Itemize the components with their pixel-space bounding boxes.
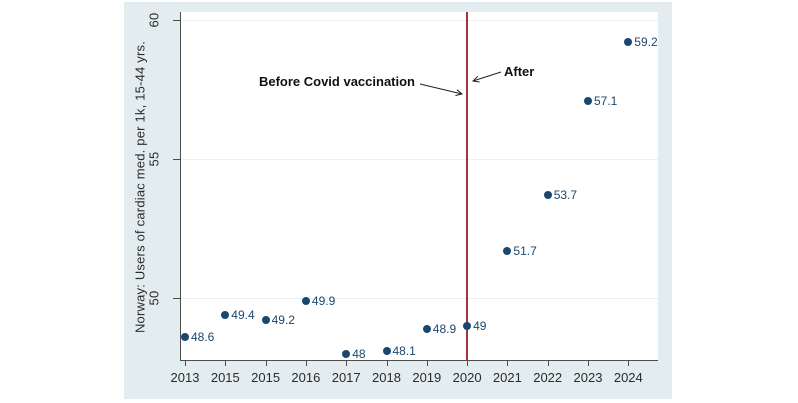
x-tick-label-3: 2016 — [291, 370, 321, 385]
data-point-2021-51.7 — [503, 246, 512, 255]
data-point-label-2017: 48 — [352, 346, 366, 361]
x-tick-1 — [225, 361, 227, 366]
data-point-label-2015: 49.2 — [271, 313, 295, 328]
data-point-2015-49.4 — [221, 310, 230, 319]
data-point-2020-49 — [463, 321, 472, 330]
data-point-label-2019: 48.9 — [432, 321, 457, 336]
x-tick-0 — [185, 361, 186, 366]
reference-line-2020 — [466, 12, 468, 361]
data-point-label-2023: 57.1 — [594, 93, 618, 108]
annotation-after: After — [504, 64, 535, 79]
x-tick-label-11: 2024 — [613, 370, 643, 385]
y-axis-title: Norway: Users of cardiac med. per 1k, 15… — [132, 40, 148, 334]
data-point-label-2015: 49.4 — [231, 307, 255, 322]
data-point-2015-49.2 — [261, 316, 270, 325]
y-gridline-55 — [181, 159, 658, 160]
data-point-label-2024: 59.2 — [634, 35, 658, 50]
y-tick-label-55: 55 — [146, 151, 162, 167]
x-tick-6 — [426, 361, 428, 366]
x-tick-label-6: 2019 — [412, 370, 442, 385]
x-tick-10 — [588, 361, 589, 366]
data-point-2017-48 — [342, 349, 351, 358]
data-point-label-2020: 49 — [473, 318, 487, 333]
x-tick-label-5: 2018 — [372, 370, 401, 385]
x-tick-7 — [467, 361, 469, 366]
y-gridline-60 — [181, 20, 658, 21]
plot-area — [180, 12, 658, 361]
annotation-before-covid-vaccination: Before Covid vaccination — [258, 74, 415, 89]
x-tick-label-10: 2023 — [573, 370, 603, 385]
y-tick-50 — [173, 298, 180, 299]
data-point-label-2013: 48.6 — [191, 329, 215, 344]
data-point-2013-48.6 — [181, 332, 189, 341]
x-tick-label-7: 2020 — [452, 370, 482, 385]
x-tick-8 — [507, 361, 509, 366]
x-tick-label-9: 2022 — [533, 370, 563, 385]
x-tick-11 — [628, 361, 630, 366]
data-point-2018-48.1 — [382, 346, 391, 355]
x-tick-label-4: 2017 — [331, 370, 361, 385]
x-tick-3 — [305, 361, 307, 366]
x-tick-label-8: 2021 — [492, 370, 522, 385]
x-tick-5 — [386, 361, 388, 366]
data-point-label-2016: 49.9 — [311, 293, 336, 308]
data-point-2023-57.1 — [584, 96, 592, 105]
data-point-2022-53.7 — [543, 191, 552, 200]
y-tick-60 — [173, 20, 180, 21]
x-tick-2 — [265, 361, 267, 366]
x-tick-9 — [547, 361, 549, 366]
data-point-label-2018: 48.1 — [392, 343, 416, 358]
x-tick-label-2: 2015 — [251, 370, 281, 385]
x-tick-4 — [346, 361, 348, 366]
x-tick-label-0: 2013 — [170, 370, 200, 385]
data-point-label-2021: 51.7 — [513, 243, 537, 258]
y-tick-label-60: 60 — [146, 12, 162, 28]
data-point-2024-59.2 — [624, 38, 633, 47]
data-point-2019-48.9 — [422, 324, 431, 333]
data-point-2016-49.9 — [301, 296, 310, 305]
x-tick-label-1: 2015 — [210, 370, 240, 385]
y-tick-55 — [173, 159, 180, 160]
data-point-label-2022: 53.7 — [553, 188, 578, 203]
y-tick-label-50: 50 — [146, 290, 162, 306]
y-gridline-50 — [181, 298, 658, 299]
